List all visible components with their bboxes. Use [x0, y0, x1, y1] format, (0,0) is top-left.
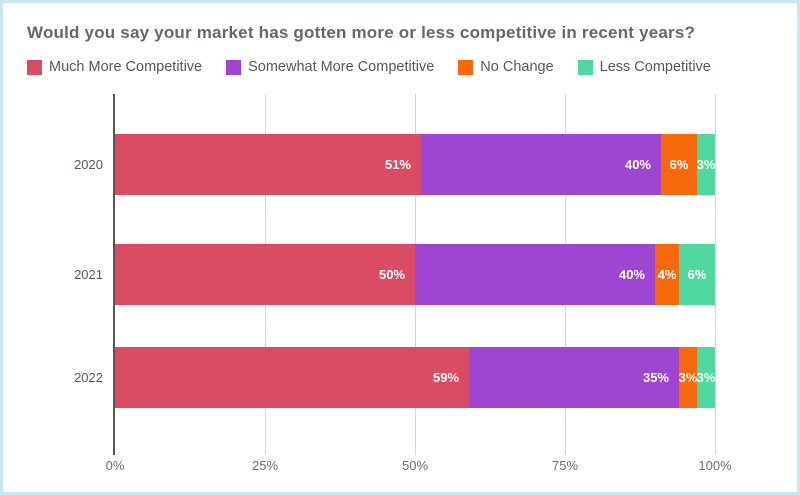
bar-value-label: 3%: [696, 157, 716, 172]
bar-segment: 6%: [679, 244, 715, 305]
x-tick-label: 25%: [251, 458, 279, 473]
bar-segment: 51%: [115, 134, 421, 195]
x-tick-label: 75%: [551, 458, 579, 473]
legend-item-much-more-competitive: Much More Competitive: [27, 59, 202, 75]
legend-swatch-icon: [27, 59, 42, 75]
bar-value-label: 35%: [642, 370, 669, 385]
bar-value-label: 6%: [669, 157, 689, 172]
bar-segment: 50%: [115, 244, 415, 305]
x-tick-label: 100%: [698, 458, 732, 473]
category-label: 2020: [74, 156, 103, 172]
legend-swatch-icon: [577, 59, 593, 75]
legend-label: No Change: [480, 59, 554, 75]
legend-label: Less Competitive: [599, 59, 711, 75]
bar-row-2021: 50% 40% 4% 6%: [115, 244, 715, 305]
category-label: 2022: [74, 369, 103, 385]
bar-segment: 6%: [661, 134, 697, 195]
x-tick-label: 0%: [105, 458, 125, 473]
bar-value-label: 40%: [618, 267, 645, 282]
bar-segment: 3%: [679, 347, 697, 408]
bar-segment: 4%: [655, 244, 679, 305]
plot-area: 0% 25% 50% 75% 100% 2020 51% 40% 6% 3% 2021 50% 40% 4…: [74, 94, 732, 473]
legend-label: Much More Competitive: [49, 59, 203, 75]
legend-swatch-icon: [226, 59, 242, 75]
y-axis-line: [113, 94, 115, 455]
bar-value-label: 50%: [378, 267, 405, 282]
bar-segment: 40%: [415, 244, 655, 305]
chart-title: Would you say your market has gotten mor…: [27, 23, 696, 42]
bar-segment: 3%: [697, 134, 715, 195]
bar-row-2020: 51% 40% 6% 3%: [115, 134, 715, 195]
bar-value-label: 59%: [432, 370, 459, 385]
legend-item-no-change: No Change: [458, 59, 554, 75]
legend-swatch-icon: [458, 59, 474, 75]
bar-segment: 35%: [469, 347, 679, 408]
legend: Much More Competitive Somewhat More Comp…: [27, 59, 711, 75]
legend-label: Somewhat More Competitive: [248, 59, 435, 75]
bar-value-label: 3%: [696, 370, 716, 385]
category-label: 2021: [74, 266, 103, 282]
legend-item-less-competitive: Less Competitive: [577, 59, 711, 75]
legend-item-somewhat-more-competitive: Somewhat More Competitive: [226, 59, 434, 75]
bar-segment: 40%: [421, 134, 661, 195]
x-gridline: [715, 94, 716, 455]
x-tick-label: 50%: [401, 458, 429, 473]
bar-value-label: 4%: [657, 267, 677, 282]
bar-row-2022: 59% 35% 3% 3%: [115, 347, 715, 408]
bar-value-label: 40%: [624, 157, 651, 172]
bar-value-label: 6%: [687, 267, 707, 282]
bar-value-label: 51%: [384, 157, 411, 172]
bar-value-label: 3%: [678, 370, 698, 385]
bar-segment: 3%: [697, 347, 715, 408]
bar-segment: 59%: [115, 347, 469, 408]
